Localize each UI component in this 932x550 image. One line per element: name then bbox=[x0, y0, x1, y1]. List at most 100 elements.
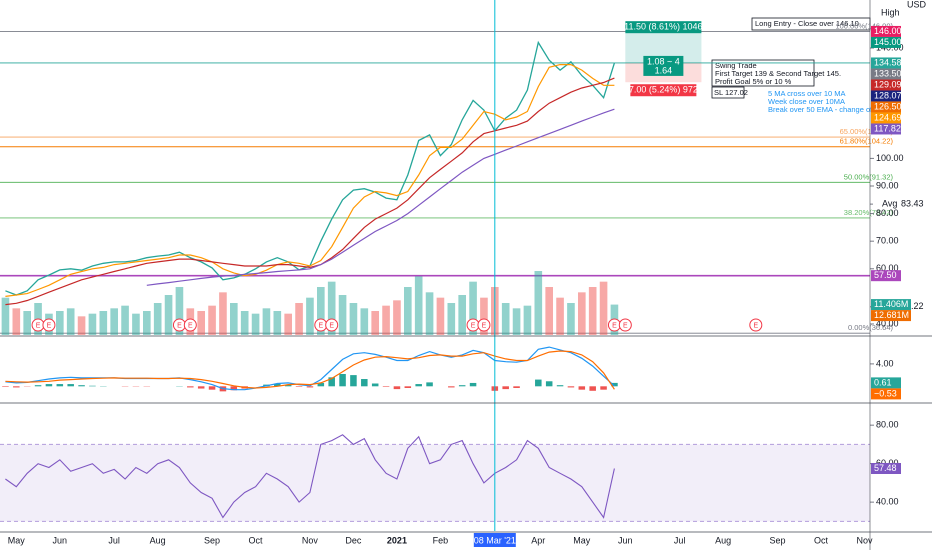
high-label: High bbox=[881, 7, 900, 17]
level-label: 61.80%(104.22) bbox=[840, 137, 894, 146]
x-tick-label: Aug bbox=[715, 535, 731, 545]
earnings-marker bbox=[749, 318, 763, 332]
histogram-bar bbox=[502, 386, 509, 390]
swing-note: Swing Trade bbox=[715, 61, 757, 70]
volume-bar bbox=[588, 287, 597, 335]
axis-label-bg bbox=[871, 112, 901, 124]
histogram-bar bbox=[208, 386, 216, 390]
x-tick-label: Feb bbox=[433, 535, 449, 545]
axis-label-bg bbox=[871, 377, 901, 389]
histogram-bar bbox=[13, 386, 20, 388]
axis-label: 146.00 bbox=[874, 26, 902, 36]
histogram-bar bbox=[317, 382, 325, 387]
axis-label-bg bbox=[871, 36, 901, 48]
volume-bar bbox=[545, 287, 553, 335]
earnings-marker bbox=[477, 318, 491, 332]
histogram-bar bbox=[284, 384, 292, 387]
volume-bar bbox=[425, 292, 434, 335]
axis-label: 0.61 bbox=[874, 377, 892, 387]
axis-label-bg bbox=[871, 270, 901, 282]
x-tick-label: Jun bbox=[618, 535, 633, 545]
histogram-bar bbox=[578, 386, 586, 390]
y-tick-label: 60.00 bbox=[876, 263, 899, 273]
loss-label: 7.00 (5.24%) 972 bbox=[629, 85, 698, 95]
moving-average bbox=[146, 108, 615, 286]
volume-bar bbox=[164, 295, 173, 335]
axis-label: 11.406M bbox=[874, 299, 908, 309]
axis-label: 145.00 bbox=[874, 37, 902, 47]
volume-bar bbox=[360, 308, 369, 335]
histogram-bar bbox=[306, 386, 314, 388]
axis-label: 128.07 bbox=[874, 90, 902, 100]
earnings-marker bbox=[183, 318, 197, 332]
histogram-bar bbox=[545, 381, 553, 387]
x-tick-label: Nov bbox=[857, 535, 874, 545]
axis-label-bg bbox=[871, 25, 901, 37]
volume-bar bbox=[534, 271, 543, 335]
volume-bar bbox=[338, 295, 347, 335]
earnings-label: E bbox=[177, 322, 182, 329]
histogram-bar bbox=[339, 373, 346, 387]
histogram-bar bbox=[535, 379, 542, 387]
axis-label: 134.58 bbox=[874, 57, 902, 67]
x-tick-label: May bbox=[8, 535, 26, 545]
y-tick-label: 70.00 bbox=[876, 236, 899, 246]
ratio-label: 1.08 ~ 4 bbox=[647, 56, 680, 66]
earnings-label: E bbox=[471, 322, 476, 329]
volume-bar bbox=[175, 287, 184, 335]
volume-bar bbox=[349, 303, 358, 335]
sl-note: SL 127.02 bbox=[714, 88, 748, 97]
x-tick-label: Nov bbox=[302, 535, 319, 545]
y-tick-label: 100.00 bbox=[876, 153, 904, 163]
x-tick-label: Oct bbox=[249, 535, 264, 545]
volume-bar bbox=[12, 308, 21, 335]
histogram-bar bbox=[589, 386, 596, 391]
volume-bar bbox=[371, 311, 379, 335]
y-tick-label: 80.00 bbox=[876, 420, 899, 430]
volume-bar bbox=[262, 308, 271, 335]
axis-label: 117.82 bbox=[874, 123, 901, 133]
earnings-marker bbox=[42, 318, 56, 332]
axis-label-bg bbox=[871, 90, 901, 102]
currency: USD bbox=[907, 0, 927, 9]
volume-bar bbox=[501, 303, 510, 335]
entry-note: Long Entry - Close over 146.10 bbox=[755, 19, 859, 28]
axis-label-bg bbox=[871, 101, 901, 113]
level-label: 100.00%(146.00) bbox=[835, 21, 893, 30]
volume-bar bbox=[436, 297, 445, 335]
axis-label: 57.48 bbox=[874, 463, 897, 473]
histogram-bar bbox=[513, 386, 520, 388]
volume-bar bbox=[230, 303, 238, 335]
y-tick-label: 40.00 bbox=[876, 318, 899, 328]
histogram-bar bbox=[295, 386, 303, 387]
histogram-bar bbox=[89, 385, 96, 387]
level-label: 65.00%(107.73) bbox=[840, 127, 894, 136]
volume-bar bbox=[404, 287, 412, 335]
earnings-label: E bbox=[47, 322, 52, 329]
x-tick-label: May bbox=[573, 535, 591, 545]
histogram-bar bbox=[34, 385, 42, 387]
volume-bar bbox=[393, 300, 401, 335]
histogram-bar bbox=[600, 386, 607, 390]
volume-bar bbox=[447, 303, 456, 335]
histogram-bar bbox=[274, 383, 281, 387]
axis-label-bg bbox=[871, 123, 901, 135]
axis-label: 129.09 bbox=[874, 79, 902, 89]
rsi-band bbox=[0, 444, 870, 522]
x-tick-label: Sep bbox=[770, 535, 786, 545]
y-tick-label: 4.00 bbox=[876, 358, 894, 368]
histogram-bar bbox=[2, 386, 9, 387]
rsi-line bbox=[5, 434, 615, 519]
x-tick-label: Jun bbox=[53, 535, 68, 545]
volume-bar bbox=[77, 316, 86, 335]
histogram-bar bbox=[56, 384, 64, 387]
x-tick-label: Apr bbox=[531, 535, 545, 545]
axis-label: 126.50 bbox=[874, 101, 902, 111]
volume-bar bbox=[208, 305, 216, 335]
volume-bar bbox=[153, 303, 162, 335]
stat-value: 83.43 bbox=[901, 198, 924, 208]
profit-label-bg bbox=[625, 21, 702, 34]
volume-bar bbox=[88, 313, 97, 335]
histogram-bar bbox=[469, 382, 477, 387]
